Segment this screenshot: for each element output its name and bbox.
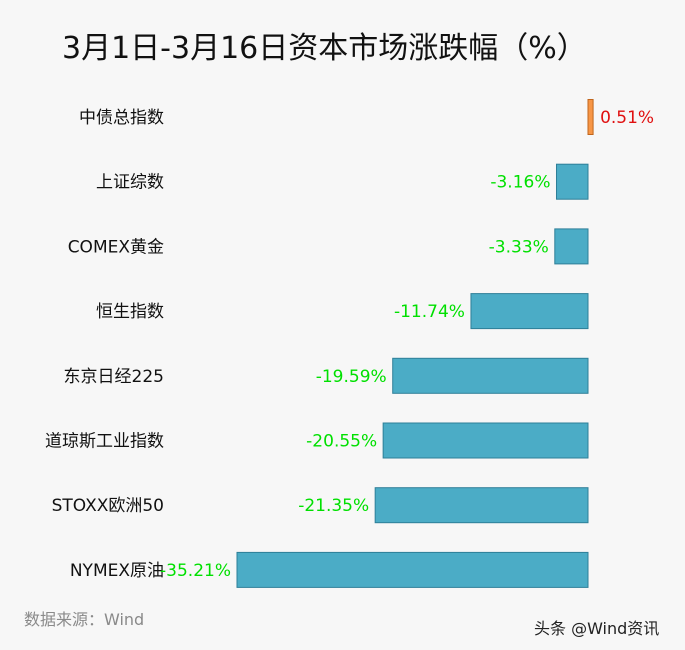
bar-0 xyxy=(587,99,594,135)
data-label-6: -21.35% xyxy=(298,496,369,516)
watermark: 头条 @Wind资讯 xyxy=(534,619,659,638)
data-label-7: -35.21% xyxy=(160,561,231,581)
category-label-7: NYMEX原油 xyxy=(70,561,164,581)
data-label-0: 0.51% xyxy=(600,108,654,128)
bar-3 xyxy=(470,293,589,330)
data-label-1: -3.16% xyxy=(490,173,550,193)
category-label-4: 东京日经225 xyxy=(64,367,164,387)
category-label-0: 中债总指数 xyxy=(79,108,164,128)
bar-rows: 中债总指数 0.51% 上证综数 -3.16% COMEX黄金 -3.33% 恒生指数 -11… xyxy=(45,99,654,588)
chart-title: 3月1日-3月16日资本市场涨跌幅（%） xyxy=(62,31,587,66)
category-label-1: 上证综数 xyxy=(96,173,164,193)
bar-4 xyxy=(392,357,589,394)
bar-7 xyxy=(236,551,589,588)
category-label-2: COMEX黄金 xyxy=(68,237,164,257)
data-label-4: -19.59% xyxy=(316,367,387,387)
data-source: 数据来源：Wind xyxy=(24,610,144,629)
bar-1 xyxy=(555,163,589,200)
data-label-3: -11.74% xyxy=(394,302,465,322)
category-label-6: STOXX欧洲50 xyxy=(52,496,164,516)
bar-5 xyxy=(382,422,589,459)
bar-2 xyxy=(554,228,589,265)
data-label-5: -20.55% xyxy=(306,432,377,452)
data-label-2: -3.33% xyxy=(489,237,549,257)
category-label-3: 恒生指数 xyxy=(96,302,164,322)
category-label-5: 道琼斯工业指数 xyxy=(45,432,164,452)
bar-6 xyxy=(374,487,589,524)
